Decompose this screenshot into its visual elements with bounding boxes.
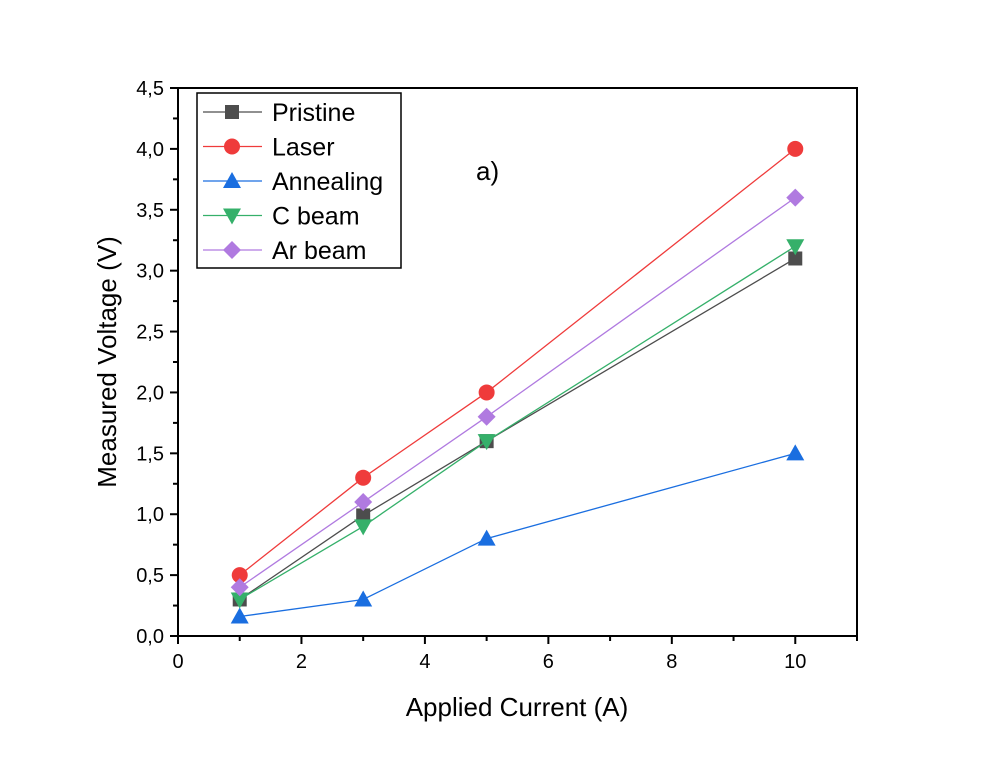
y-tick-label: 4,5 <box>136 78 164 100</box>
y-tick-label: 4,0 <box>136 139 164 161</box>
data-point <box>786 239 805 256</box>
legend-marker <box>225 105 239 119</box>
data-point <box>231 567 248 584</box>
y-tick-label: 3,0 <box>136 261 164 283</box>
x-tick-label: 6 <box>543 651 554 673</box>
legend-label: Annealing <box>272 168 383 196</box>
y-axis-label: Measured Voltage (V) <box>92 236 122 487</box>
data-point <box>355 469 372 486</box>
y-tick-label: 3,5 <box>136 200 164 222</box>
series-line <box>239 197 796 588</box>
data-point <box>354 493 373 512</box>
x-tick-label: 0 <box>172 651 183 673</box>
data-point <box>354 519 373 536</box>
x-tick-label: 8 <box>666 651 677 673</box>
data-point <box>786 188 805 207</box>
data-point <box>788 251 803 266</box>
data-point <box>230 578 249 597</box>
data-point <box>478 384 495 401</box>
data-point <box>477 434 496 451</box>
data-point <box>477 407 496 426</box>
data-point <box>230 592 249 609</box>
legend: Pristine Laser Annealing C beam Ar beam <box>196 92 402 269</box>
series-annealing <box>230 444 805 624</box>
legend-marker <box>223 241 241 259</box>
x-tick-label: 2 <box>296 651 307 673</box>
y-tick-label: 2,5 <box>136 322 164 344</box>
legend-marker <box>223 208 241 225</box>
series-layer <box>230 140 805 624</box>
y-tick-label: 0,0 <box>136 626 164 648</box>
legend-label: Ar beam <box>272 237 366 265</box>
series-ar-beam <box>230 188 805 597</box>
series-line <box>239 148 796 576</box>
series-line <box>239 257 796 601</box>
x-tick-label: 4 <box>419 651 430 673</box>
axes: 0 2 4 6 8 10 0,0 0,5 1,0 1,5 2,0 2,5 3,0 3,5 4,0 4,5 <box>136 78 858 673</box>
legend-label: Pristine <box>272 99 355 127</box>
series-line <box>239 452 796 618</box>
y-tick-label: 0,5 <box>136 565 164 587</box>
series-c-beam <box>230 239 805 609</box>
series-line <box>239 245 796 601</box>
legend-label: Laser <box>272 134 335 162</box>
data-point <box>230 607 249 624</box>
legend-marker <box>224 138 240 155</box>
data-point <box>787 140 804 157</box>
data-point <box>354 590 373 607</box>
y-tick-label: 1,0 <box>136 504 164 526</box>
series-laser <box>231 140 804 584</box>
legend-label: C beam <box>272 203 360 231</box>
x-tick-label: 10 <box>784 651 806 673</box>
y-tick-label: 1,5 <box>136 443 164 465</box>
data-point <box>356 508 371 523</box>
data-point <box>477 529 496 546</box>
data-point <box>786 444 805 461</box>
y-tick-label: 2,0 <box>136 382 164 404</box>
legend-marker <box>223 172 241 188</box>
x-axis-label: Applied Current (A) <box>406 692 629 722</box>
annotation-label: a) <box>476 156 499 186</box>
